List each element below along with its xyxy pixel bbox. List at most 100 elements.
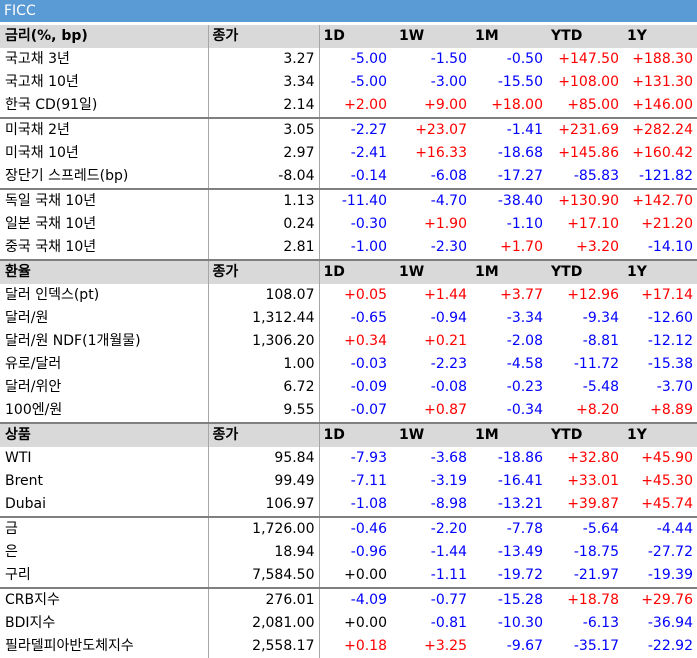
- close-value: -8.04: [208, 165, 320, 189]
- header-row-name: 금리(%, bp): [0, 25, 209, 48]
- header-row-name: 환율: [0, 259, 209, 284]
- header-close-value: 종가: [208, 25, 320, 48]
- change-ytd: +130.90: [547, 188, 623, 213]
- row-name: 은: [0, 541, 209, 564]
- change-1y: +29.76: [623, 587, 697, 612]
- close-value: 2.81: [208, 236, 320, 260]
- row-name: 100엔/원: [0, 399, 209, 423]
- change-1m: -4.58: [506, 356, 543, 372]
- table-row: 필라델피아반도체지수 2,558.17 +0.18 +3.25 -9.67 -35.17 -…: [0, 635, 697, 658]
- change-ytd: +85.00: [567, 97, 619, 113]
- change-1w: -1.11: [430, 567, 467, 583]
- section-header: 금리(%, bp) 종가 1D 1W 1M YTD 1Y: [0, 25, 697, 48]
- change-1d: -0.09: [350, 379, 387, 395]
- change-1w: +9.00: [424, 97, 467, 113]
- change-1y: +17.14: [641, 287, 693, 303]
- change-1y: +45.30: [641, 473, 693, 489]
- section-header: 환율 종가 1D 1W 1M YTD 1Y: [0, 259, 697, 284]
- change-ytd: +12.96: [567, 287, 619, 303]
- close-value: 3.27: [208, 48, 320, 71]
- change-ytd: +18.78: [547, 587, 623, 612]
- change-1d: -0.46: [319, 516, 395, 541]
- change-1y: -14.10: [647, 239, 693, 255]
- row-name: 중국 국채 10년: [0, 236, 209, 260]
- change-1d: -2.41: [350, 145, 387, 161]
- header-change-1w: 1W: [395, 25, 471, 48]
- change-1w: -2.30: [430, 239, 467, 255]
- change-ytd: -21.97: [573, 567, 619, 583]
- change-1m: -7.78: [471, 516, 547, 541]
- table-row: 미국채 10년 2.97 -2.41 +16.33 -18.68 +145.86 +160.…: [0, 142, 697, 165]
- table-row: 한국 CD(91일) 2.14 +2.00 +9.00 +18.00 +85.00 +146…: [0, 94, 697, 118]
- change-1m: -1.41: [471, 117, 547, 142]
- row-name: 미국채 2년: [0, 117, 209, 142]
- change-ytd: +145.86: [558, 145, 619, 161]
- change-1m: -9.67: [506, 638, 543, 654]
- change-1m: -19.72: [497, 567, 543, 583]
- table-row: 달러/원 1,312.44 -0.65 -0.94 -3.34 -9.34 -12.60: [0, 307, 697, 330]
- header-change-1y: 1Y: [623, 25, 697, 48]
- change-ytd: +108.00: [558, 74, 619, 90]
- change-1y: -12.60: [647, 310, 693, 326]
- change-1y: +160.42: [632, 145, 693, 161]
- change-1w: -4.70: [395, 188, 471, 213]
- table-row: 국고채 3년 3.27 -5.00 -1.50 -0.50 +147.50 +188.30: [0, 48, 697, 71]
- change-1d: -4.09: [319, 587, 395, 612]
- row-name: 달러/위안: [0, 376, 209, 399]
- table-row: 달러 인덱스(pt) 108.07 +0.05 +1.44 +3.77 +12.96 +17…: [0, 284, 697, 307]
- change-1d: -7.93: [350, 450, 387, 466]
- change-ytd: -8.81: [582, 333, 619, 349]
- change-1w: -0.08: [430, 379, 467, 395]
- close-value: 7,584.50: [208, 564, 320, 588]
- change-1d: +0.00: [344, 567, 387, 583]
- header-change-1w: 1W: [395, 422, 471, 447]
- change-1d: -11.40: [319, 188, 395, 213]
- change-1m: -13.21: [497, 496, 543, 512]
- row-name: Brent: [0, 470, 209, 493]
- change-1y: +8.89: [650, 402, 693, 418]
- close-value: 99.49: [208, 470, 320, 493]
- close-value: 6.72: [208, 376, 320, 399]
- row-name: 금: [0, 516, 209, 541]
- change-1m: -38.40: [471, 188, 547, 213]
- change-1d: -7.11: [350, 473, 387, 489]
- change-ytd: +32.80: [567, 450, 619, 466]
- row-name: 장단기 스프레드(bp): [0, 165, 209, 189]
- change-1w: -1.44: [430, 544, 467, 560]
- change-ytd: -9.34: [582, 310, 619, 326]
- change-1d: -0.30: [350, 216, 387, 232]
- change-ytd: +39.87: [567, 496, 619, 512]
- change-ytd: -18.75: [573, 544, 619, 560]
- table-row: Dubai 106.97 -1.08 -8.98 -13.21 +39.87 +45.74: [0, 493, 697, 517]
- table-row: CRB지수 276.01 -4.09 -0.77 -15.28 +18.78 +29.76: [0, 587, 697, 612]
- row-name: WTI: [0, 447, 209, 470]
- change-1m: -10.30: [497, 615, 543, 631]
- change-1w: -8.98: [430, 496, 467, 512]
- change-1d: -0.03: [350, 356, 387, 372]
- header-change-ytd: YTD: [547, 422, 623, 447]
- close-value: 1.13: [208, 188, 320, 213]
- change-1m: -15.50: [497, 74, 543, 90]
- change-1d: -5.00: [350, 51, 387, 67]
- change-1m: +18.00: [491, 97, 543, 113]
- section-header: 상품 종가 1D 1W 1M YTD 1Y: [0, 422, 697, 447]
- change-1w: -6.08: [430, 168, 467, 184]
- change-1w: +0.87: [424, 402, 467, 418]
- change-1m: -0.34: [506, 402, 543, 418]
- change-1y: +131.30: [632, 74, 693, 90]
- close-value: 108.07: [208, 284, 320, 307]
- header-row-name: 상품: [0, 422, 209, 447]
- close-value: 276.01: [208, 587, 320, 612]
- change-1w: -0.77: [395, 587, 471, 612]
- change-1d: +2.00: [344, 97, 387, 113]
- row-name: 달러 인덱스(pt): [0, 284, 209, 307]
- change-1m: +3.77: [500, 287, 543, 303]
- close-value: 3.34: [208, 71, 320, 94]
- table-row: 장단기 스프레드(bp) -8.04 -0.14 -6.08 -17.27 -85.83 -…: [0, 165, 697, 189]
- change-1w: +0.21: [424, 333, 467, 349]
- close-value: 2.97: [208, 142, 320, 165]
- row-name: 일본 국채 10년: [0, 213, 209, 236]
- change-1m: -1.10: [506, 216, 543, 232]
- table-row: 중국 국채 10년 2.81 -1.00 -2.30 +1.70 +3.20 -14.10: [0, 236, 697, 260]
- change-1d: +0.00: [344, 615, 387, 631]
